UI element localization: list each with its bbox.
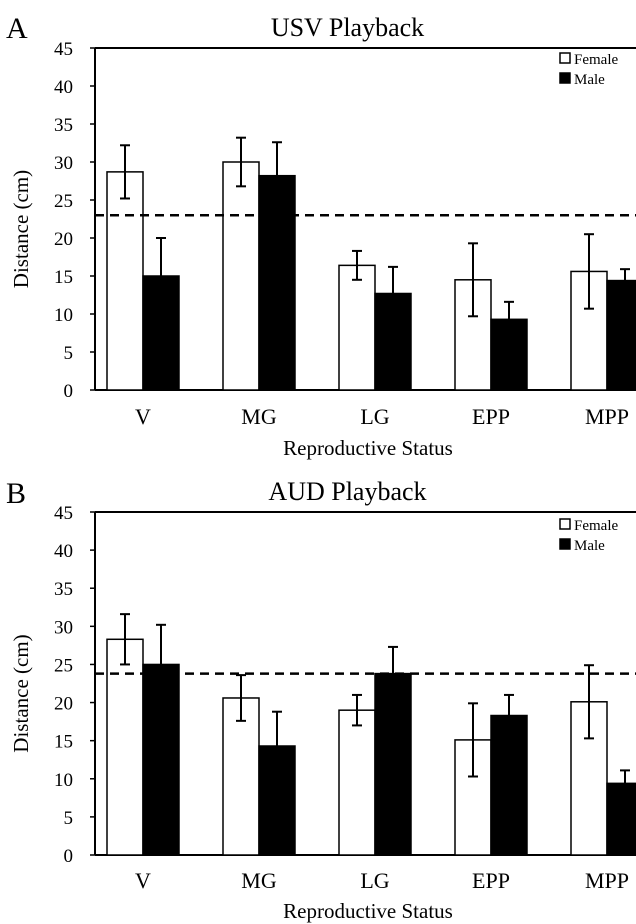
bar-male [606,279,636,391]
bar-male [374,672,412,856]
y-tick-label: 0 [64,846,74,867]
panel-letter: B [6,477,26,510]
error-bar [620,268,630,293]
error-bar [504,693,514,738]
x-axis-label: Reproductive Status [283,899,453,923]
y-tick-label: 20 [54,694,73,715]
legend-label: Female [574,518,618,534]
bar-female [338,709,376,856]
legend-swatch-male [559,72,571,84]
category-label: EPP [472,404,510,429]
y-axis-label: Distance (cm) [9,170,33,288]
y-tick-label: 15 [54,267,73,288]
y-tick-label: 10 [54,770,73,791]
chart-title: USV Playback [271,13,424,42]
error-bar [272,710,282,782]
error-bar [584,233,594,310]
y-tick-label: 5 [64,808,74,829]
bar-male [490,714,528,856]
error-bar [620,769,630,798]
category-label: LG [360,404,389,429]
panel-letter: A [6,12,28,45]
y-tick-label: 45 [54,39,73,60]
category-label: V [135,404,151,429]
error-bar [272,141,282,211]
y-axis-label: Distance (cm) [9,634,33,752]
error-bar [352,693,362,727]
y-tick-label: 25 [54,191,73,212]
error-bar [156,237,166,315]
error-bar [468,702,478,778]
legend-label: Male [574,72,605,88]
category-label: MPP [585,404,629,429]
chart-panel-B: B AUD Playback 0 5 10 15 20 25 30 35 40 45 Distance … [6,477,636,923]
error-bar [468,242,478,318]
y-tick-label: 35 [54,115,73,136]
legend-swatch-female [559,52,571,64]
y-tick-label: 35 [54,579,73,600]
category-label: MG [241,868,277,893]
category-label: MPP [585,868,629,893]
bar-female [222,697,260,856]
category-label: V [135,868,151,893]
legend: Female Male [559,518,618,554]
x-axis-label: Reproductive Status [283,436,453,460]
y-tick-label: 0 [64,381,74,402]
y-tick-label: 10 [54,305,73,326]
chart-title: AUD Playback [268,477,426,506]
legend: Female Male [559,52,618,88]
legend-swatch-female [559,518,571,530]
error-bar [388,265,398,322]
legend-swatch-male [559,538,571,550]
chart-panel-A: A USV Playback 0 5 10 15 20 25 30 35 40 45 Distance … [6,12,636,460]
y-tick-label: 25 [54,655,73,676]
y-tick-label: 20 [54,229,73,250]
bar-female [338,264,376,391]
bar-male [258,174,296,391]
legend-label: Female [574,52,618,68]
error-bar [584,664,594,740]
bar-female [106,171,144,391]
bar-female [106,638,144,856]
error-bar [504,300,514,338]
y-tick-label: 45 [54,503,73,524]
y-tick-label: 30 [54,617,73,638]
error-bar [388,645,398,702]
y-tick-label: 40 [54,541,73,562]
y-tick-label: 15 [54,732,73,753]
category-label: MG [241,404,277,429]
y-tick-label: 5 [64,343,74,364]
error-bar [120,613,130,666]
error-bar [156,623,166,706]
bar-female [222,161,260,391]
category-label: LG [360,868,389,893]
category-label: EPP [472,868,510,893]
bar-male [606,782,636,856]
y-tick-label: 30 [54,153,73,174]
legend-label: Male [574,538,605,554]
error-bar [120,144,130,200]
error-bar [236,674,246,722]
y-tick-label: 40 [54,77,73,98]
error-bar [352,249,362,281]
error-bar [236,136,246,188]
